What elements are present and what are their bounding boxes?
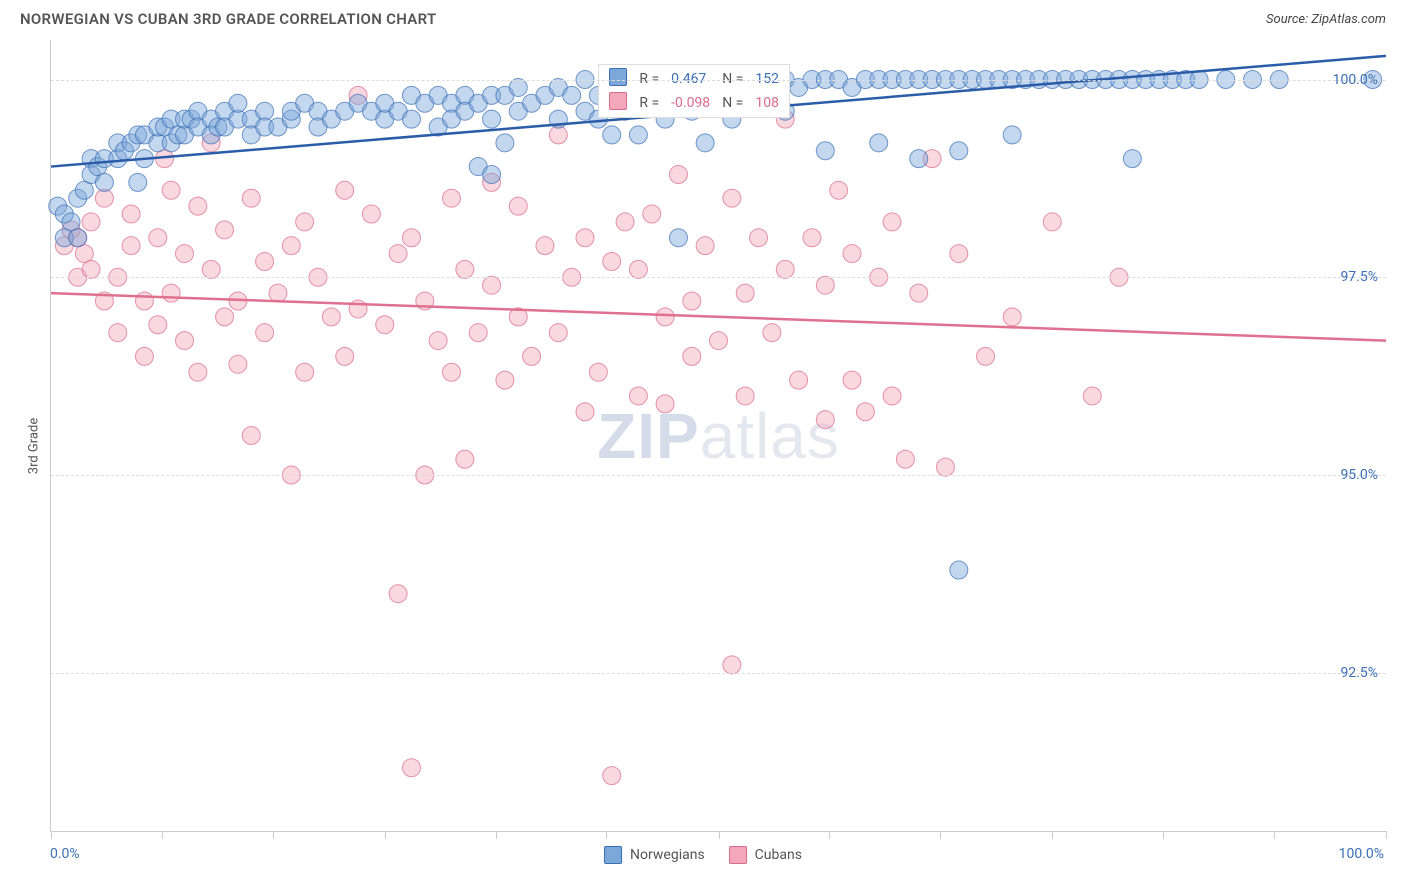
y-tick-label: 97.5%: [1340, 269, 1378, 285]
gridline: [51, 80, 1386, 81]
x-tick: [829, 831, 830, 839]
stats-box: R = 0.467 N = 152 R = -0.098 N = 108: [598, 64, 790, 118]
x-tick: [1274, 831, 1275, 839]
x-axis-min-label: 0.0%: [50, 846, 80, 862]
stats-swatch-norwegians: [609, 68, 627, 86]
y-tick-label: 92.5%: [1340, 665, 1378, 681]
x-axis-max-label: 100.0%: [1339, 846, 1384, 862]
x-tick: [385, 831, 386, 839]
x-tick: [162, 831, 163, 839]
chart-title: NORWEGIAN VS CUBAN 3RD GRADE CORRELATION…: [20, 10, 437, 28]
legend-item-cubans: Cubans: [729, 846, 802, 864]
stats-r-label: R =: [633, 91, 665, 115]
x-tick: [1386, 831, 1387, 839]
y-axis-label: 3rd Grade: [27, 418, 42, 474]
y-tick-label: 95.0%: [1340, 467, 1378, 483]
source-credit: Source: ZipAtlas.com: [1266, 12, 1386, 27]
gridline: [51, 277, 1386, 278]
legend-swatch-norwegians: [604, 846, 622, 864]
stats-n-cubans: 108: [749, 91, 785, 115]
x-tick: [1163, 831, 1164, 839]
plot-svg: [51, 40, 1386, 831]
legend-label-norwegians: Norwegians: [630, 847, 705, 863]
x-tick: [273, 831, 274, 839]
x-tick: [606, 831, 607, 839]
plot-region: ZIPatlas R = 0.467 N = 152 R = -0.098 N …: [50, 40, 1386, 832]
x-tick: [940, 831, 941, 839]
stats-swatch-cubans: [609, 92, 627, 110]
stats-r-cubans: -0.098: [665, 91, 716, 115]
legend-label-cubans: Cubans: [755, 847, 802, 863]
gridline: [51, 673, 1386, 674]
x-tick: [51, 831, 52, 839]
x-tick: [719, 831, 720, 839]
legend-swatch-cubans: [729, 846, 747, 864]
y-tick-label: 100.0%: [1333, 72, 1378, 88]
stats-row-cubans: R = -0.098 N = 108: [603, 91, 785, 115]
stats-n-label: N =: [716, 91, 749, 115]
x-tick: [1052, 831, 1053, 839]
legend-item-norwegians: Norwegians: [604, 846, 705, 864]
x-tick: [496, 831, 497, 839]
legend: Norwegians Cubans: [604, 846, 802, 864]
chart-area: ZIPatlas R = 0.467 N = 152 R = -0.098 N …: [50, 40, 1386, 832]
gridline: [51, 475, 1386, 476]
